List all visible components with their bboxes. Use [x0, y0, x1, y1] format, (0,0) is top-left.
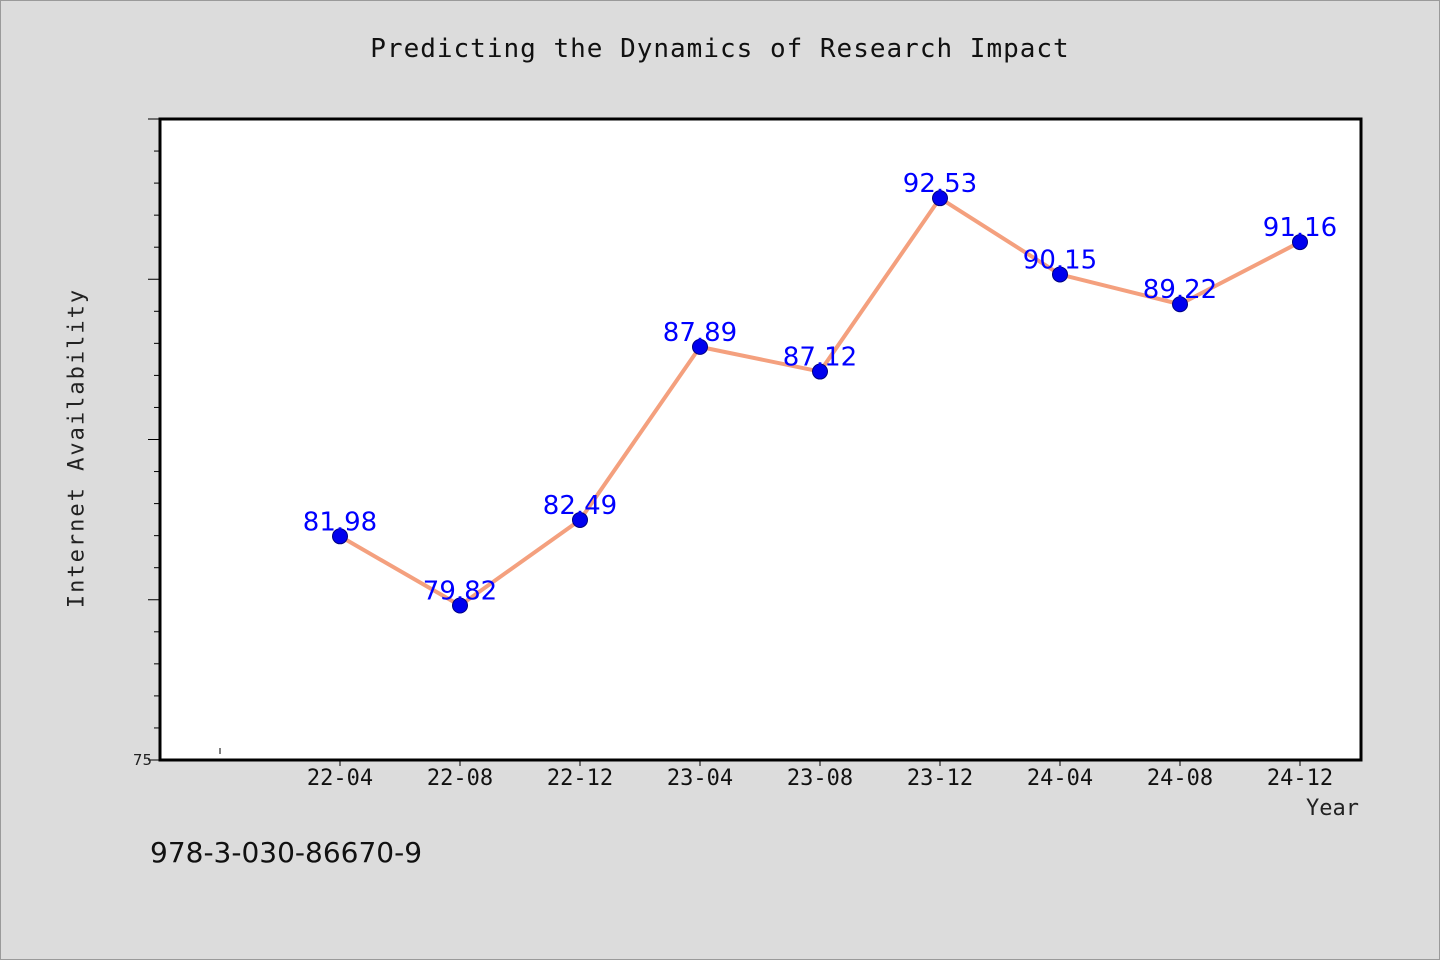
data-label: 87.89: [663, 318, 737, 348]
x-tick-label: 24-04: [1027, 766, 1093, 791]
data-label: 79.82: [423, 577, 497, 607]
data-label: 92.53: [903, 169, 977, 199]
data-label: 87.12: [783, 343, 857, 373]
isbn-label: 978-3-030-86670-9: [150, 836, 423, 869]
data-point: [1052, 266, 1068, 283]
data-label: 91.16: [1263, 213, 1337, 243]
data-point: [572, 511, 588, 528]
data-point: [692, 338, 708, 355]
y-axis-ticks: 75: [133, 118, 160, 769]
data-point: [812, 363, 828, 380]
x-tick-label: 22-12: [547, 766, 613, 791]
series-layer: 81.98 79.82 82.49 87.89 87.12 92.53 90.15 89.22…: [303, 169, 1337, 614]
data-label: 81.98: [303, 507, 377, 537]
chart-title: Predicting the Dynamics of Research Impa…: [370, 34, 1070, 64]
data-label: 90.15: [1023, 245, 1097, 275]
x-axis-label: Year: [1306, 796, 1359, 821]
data-label: 82.49: [543, 491, 617, 521]
y-tick-label: 75: [133, 751, 152, 769]
x-axis-ticks: 22-04 22-08 22-12 23-04 23-08 23-12 24-04 24-08…: [219, 748, 1333, 791]
data-point: [332, 528, 348, 545]
x-tick-label: 24-12: [1267, 766, 1333, 791]
data-point: [932, 190, 948, 207]
x-tick-label: 23-12: [907, 766, 973, 791]
data-point: [1172, 296, 1188, 313]
data-point: [1292, 234, 1308, 251]
x-tick-label: 24-08: [1147, 766, 1213, 791]
data-point: [452, 597, 468, 614]
x-tick-label: 22-04: [307, 766, 373, 791]
x-tick-label: 22-08: [427, 766, 493, 791]
data-label: 89.22: [1143, 275, 1217, 305]
x-tick-label: 23-04: [667, 766, 733, 791]
plot-area: [158, 117, 1363, 762]
x-tick-label: 23-08: [787, 766, 853, 791]
